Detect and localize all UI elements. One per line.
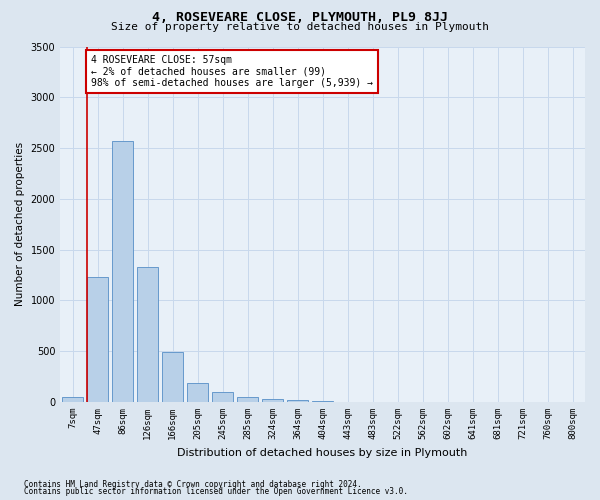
Bar [87,277,108,402]
Text: Size of property relative to detached houses in Plymouth: Size of property relative to detached ho… [111,22,489,32]
Bar [212,392,233,402]
Bar [187,384,208,402]
X-axis label: Distribution of detached houses by size in Plymouth: Distribution of detached houses by size … [178,448,468,458]
Text: 4 ROSEVEARE CLOSE: 57sqm
← 2% of detached houses are smaller (99)
98% of semi-de: 4 ROSEVEARE CLOSE: 57sqm ← 2% of detache… [91,54,373,88]
Text: Contains public sector information licensed under the Open Government Licence v3: Contains public sector information licen… [24,487,408,496]
Bar [312,401,333,402]
Text: 4, ROSEVEARE CLOSE, PLYMOUTH, PL9 8JJ: 4, ROSEVEARE CLOSE, PLYMOUTH, PL9 8JJ [152,11,448,24]
Bar [262,399,283,402]
Bar [162,352,183,402]
Y-axis label: Number of detached properties: Number of detached properties [15,142,25,306]
Bar [287,400,308,402]
Bar [112,141,133,402]
Bar [62,397,83,402]
Text: Contains HM Land Registry data © Crown copyright and database right 2024.: Contains HM Land Registry data © Crown c… [24,480,362,489]
Bar [137,267,158,402]
Bar [237,397,258,402]
